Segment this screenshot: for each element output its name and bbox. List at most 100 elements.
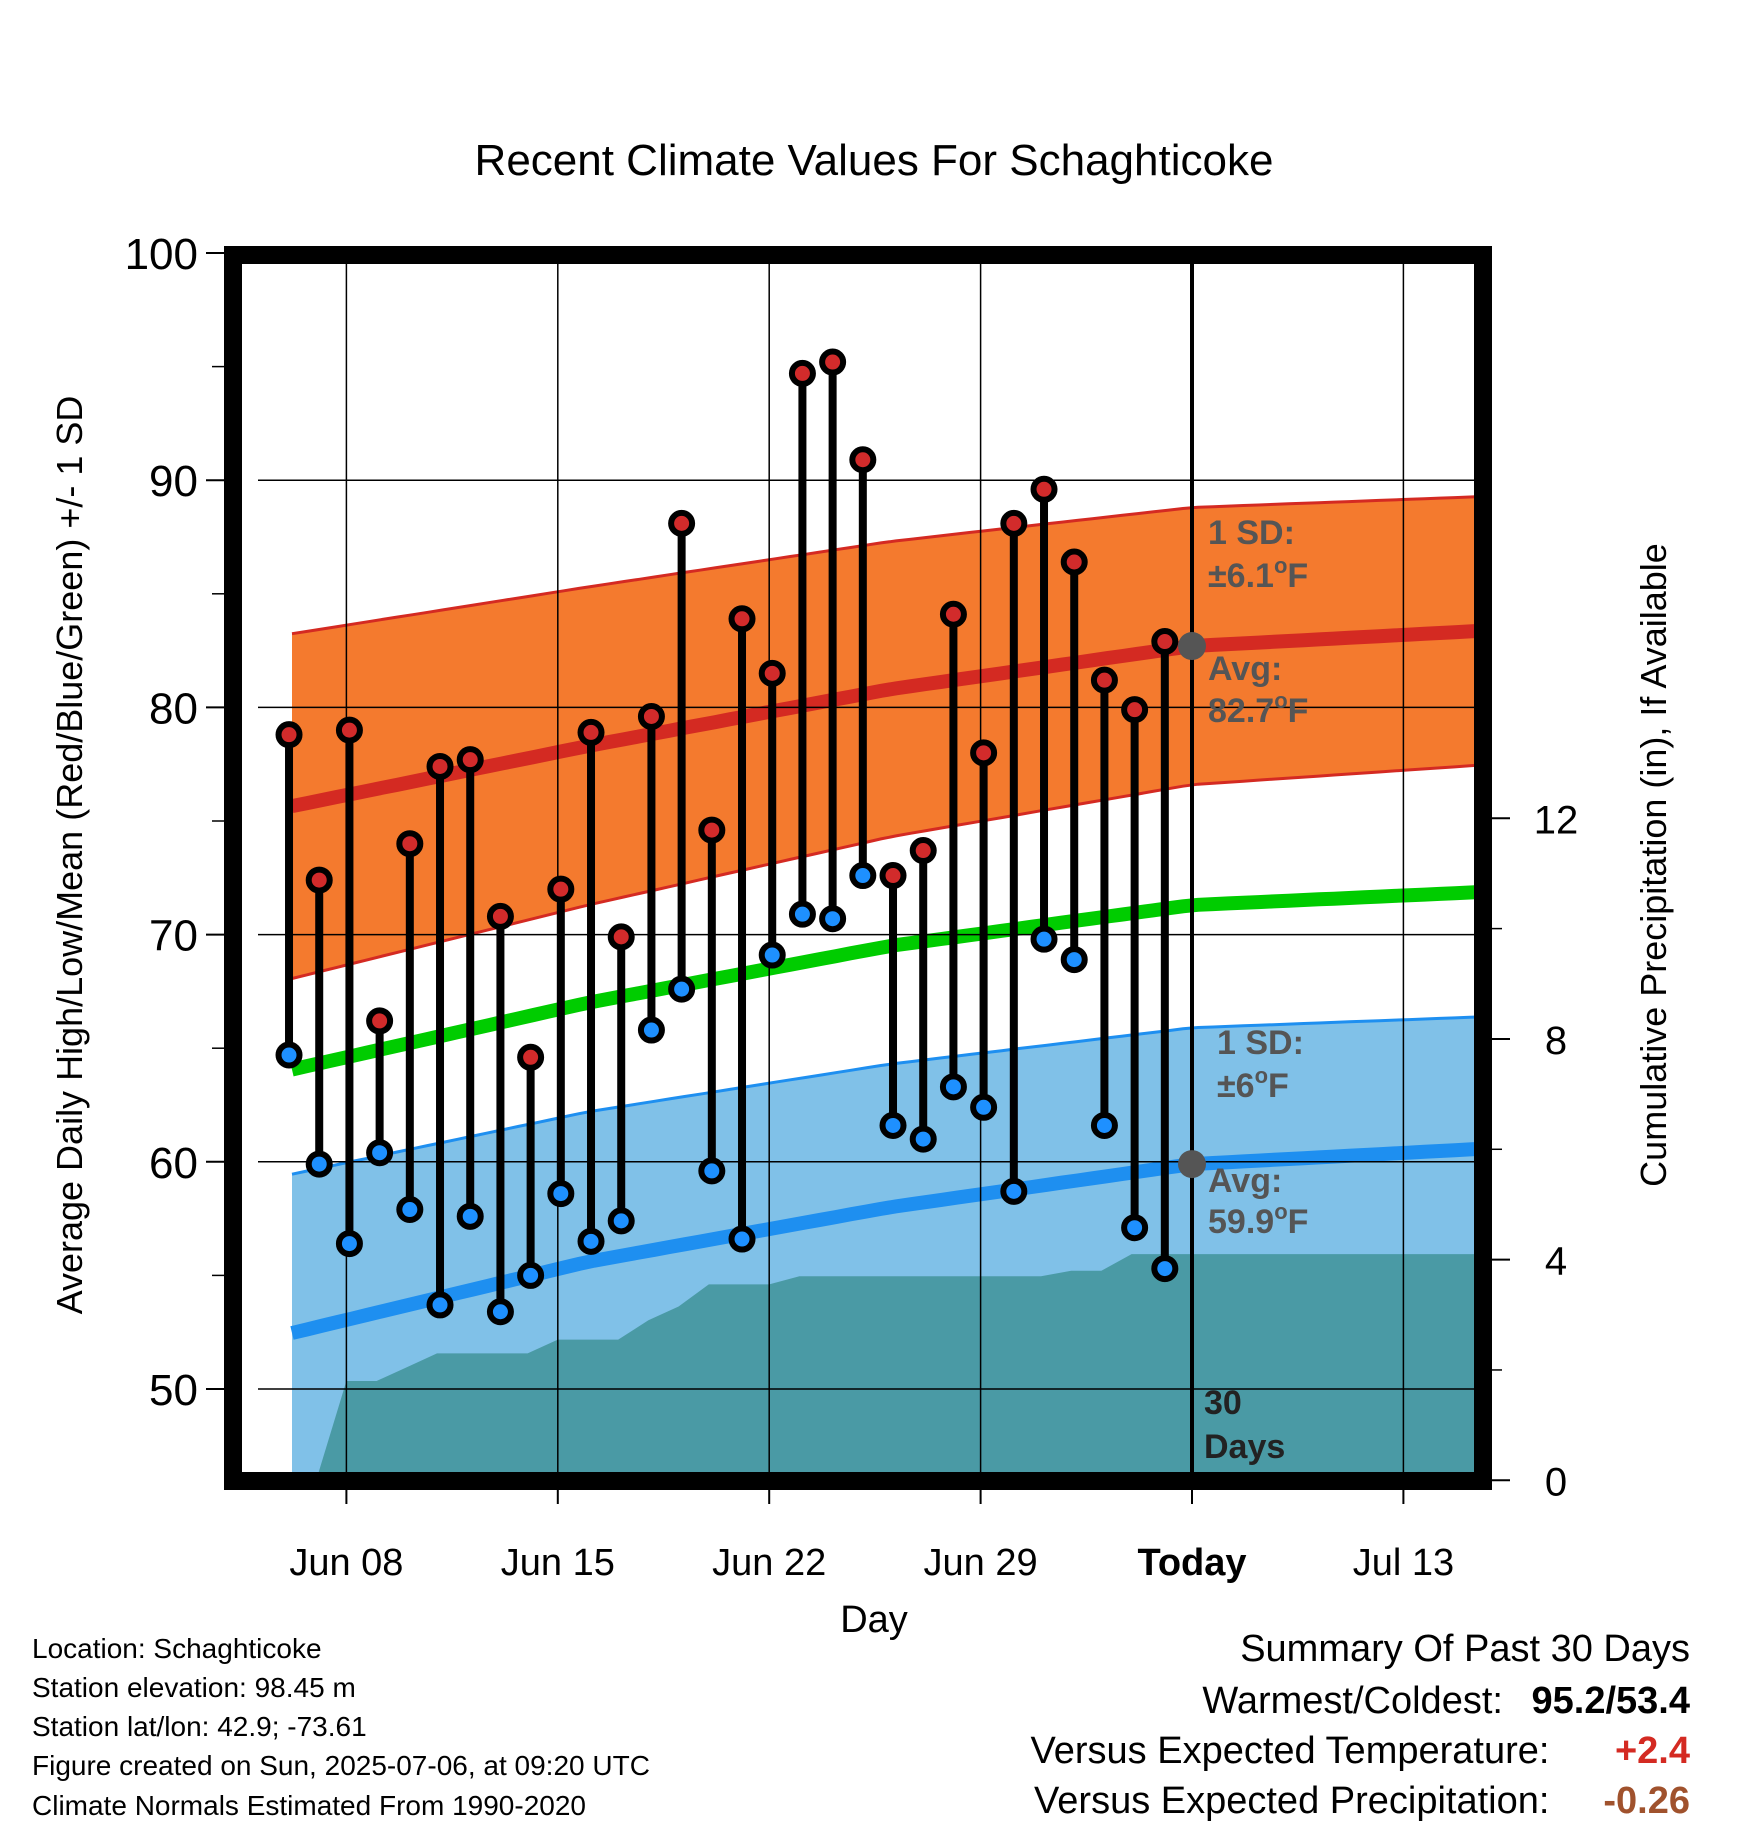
high-avg-value: 82.7oF <box>1208 688 1308 730</box>
summary-warm-cold: Warmest/Coldest: 95.2/53.4 <box>1202 1680 1690 1723</box>
daily-high-point <box>788 359 816 387</box>
daily-low-point <box>275 1041 303 1069</box>
daily-low-point <box>849 862 877 890</box>
window-label-unit: Days <box>1204 1428 1285 1466</box>
y-tick-label-left: 80 <box>149 684 198 733</box>
y-tick-label-right: 8 <box>1545 1019 1567 1063</box>
x-tick-label: Jun 29 <box>924 1542 1038 1584</box>
daily-high-point <box>305 866 333 894</box>
left-axis-label: Average Daily High/Low/Mean (Red/Blue/Gr… <box>49 396 90 1315</box>
daily-high-point <box>1121 696 1149 724</box>
daily-high-point <box>758 659 786 687</box>
warm-cold-label: Warmest/Coldest: <box>1202 1680 1503 1722</box>
x-axis-label: Day <box>840 1599 908 1641</box>
daily-high-point <box>335 716 363 744</box>
daily-low-point <box>879 1111 907 1139</box>
daily-high-point <box>577 718 605 746</box>
y-tick-label-left: 90 <box>149 457 198 506</box>
daily-low-point <box>819 905 847 933</box>
summary-precip: Versus Expected Precipitation: -0.26 <box>1034 1780 1690 1823</box>
info-location: Location: Schaghticoke <box>32 1633 322 1664</box>
daily-high-point <box>456 746 484 774</box>
daily-high-point <box>607 923 635 951</box>
daily-low-point <box>698 1157 726 1185</box>
high-sd-value: ±6.1oF <box>1208 553 1308 595</box>
daily-high-point <box>1090 666 1118 694</box>
daily-high-point <box>366 1007 394 1035</box>
daily-high-point <box>1030 475 1058 503</box>
low-avg-value: 59.9oF <box>1208 1199 1308 1241</box>
daily-high-point <box>1151 628 1179 656</box>
daily-low-point <box>939 1073 967 1101</box>
info-elevation: Station elevation: 98.45 m <box>32 1672 356 1703</box>
y-tick-label-left: 70 <box>149 912 198 961</box>
daily-high-point <box>970 739 998 767</box>
chart-title: Recent Climate Values For Schaghticoke <box>475 136 1274 185</box>
daily-low-point <box>788 900 816 928</box>
daily-high-point <box>668 509 696 537</box>
low-sd-label: 1 SD: <box>1217 1024 1304 1062</box>
info-normals: Climate Normals Estimated From 1990-2020 <box>32 1790 586 1821</box>
daily-high-point <box>1060 548 1088 576</box>
daily-high-point <box>879 862 907 890</box>
daily-high-point <box>486 902 514 930</box>
daily-high-point <box>698 816 726 844</box>
summary-temp: Versus Expected Temperature: +2.4 <box>1031 1730 1690 1773</box>
daily-high-point <box>939 600 967 628</box>
daily-high-point <box>819 348 847 376</box>
y-tick-label-left: 60 <box>149 1139 198 1188</box>
precip-area <box>316 1254 1488 1481</box>
y-tick-label-left: 100 <box>125 230 198 279</box>
daily-low-point <box>970 1093 998 1121</box>
window-label-count: 30 <box>1204 1384 1242 1422</box>
low-avg-label: Avg: <box>1208 1162 1282 1200</box>
precip-value: -0.26 <box>1603 1780 1690 1822</box>
info-latlon: Station lat/lon: 42.9; -73.61 <box>32 1711 367 1742</box>
plot-clip <box>258 246 1488 1485</box>
info-created: Figure created on Sun, 2025-07-06, at 09… <box>32 1750 650 1781</box>
daily-low-point <box>1000 1177 1028 1205</box>
daily-high-point <box>426 752 454 780</box>
daily-low-point <box>1121 1214 1149 1242</box>
daily-high-point <box>547 875 575 903</box>
y-tick-label-right: 12 <box>1534 798 1579 842</box>
daily-low-point <box>305 1150 333 1178</box>
daily-low-point <box>637 1016 665 1044</box>
y-tick-label-left: 50 <box>149 1366 198 1415</box>
daily-low-point <box>1060 946 1088 974</box>
high-sd-label: 1 SD: <box>1208 514 1295 552</box>
x-tick-label: Jun 08 <box>289 1542 403 1584</box>
daily-low-point <box>1151 1255 1179 1283</box>
daily-low-point <box>728 1225 756 1253</box>
daily-high-point <box>909 837 937 865</box>
daily-low-point <box>366 1139 394 1167</box>
daily-high-point <box>637 702 665 730</box>
x-tick-label: Today <box>1137 1542 1246 1584</box>
daily-low-point <box>668 975 696 1003</box>
x-tick-label: Jun 15 <box>501 1542 615 1584</box>
daily-low-point <box>607 1207 635 1235</box>
plot-frame <box>224 246 1492 1490</box>
daily-low-point <box>909 1125 937 1153</box>
temp-label: Versus Expected Temperature: <box>1030 1730 1550 1772</box>
y-tick-label-right: 4 <box>1545 1240 1567 1284</box>
precip-label: Versus Expected Precipitation: <box>1034 1780 1550 1822</box>
daily-low-point <box>517 1261 545 1289</box>
x-tick-label: Jun 22 <box>712 1542 826 1584</box>
high-avg-label: Avg: <box>1208 650 1282 688</box>
daily-low-point <box>486 1298 514 1326</box>
daily-high-point <box>849 446 877 474</box>
daily-low-point <box>1030 925 1058 953</box>
daily-low-point <box>577 1227 605 1255</box>
warm-cold-value: 95.2/53.4 <box>1531 1680 1690 1722</box>
today-low-avg-dot <box>1178 1150 1206 1179</box>
today-high-avg-dot <box>1178 632 1206 661</box>
daily-low-point <box>758 941 786 969</box>
x-tick-label: Jul 13 <box>1353 1542 1454 1584</box>
low-sd-value: ±6oF <box>1217 1063 1289 1105</box>
daily-low-point <box>1090 1111 1118 1139</box>
y-tick-label-right: 0 <box>1545 1460 1567 1504</box>
daily-low-point <box>426 1291 454 1319</box>
